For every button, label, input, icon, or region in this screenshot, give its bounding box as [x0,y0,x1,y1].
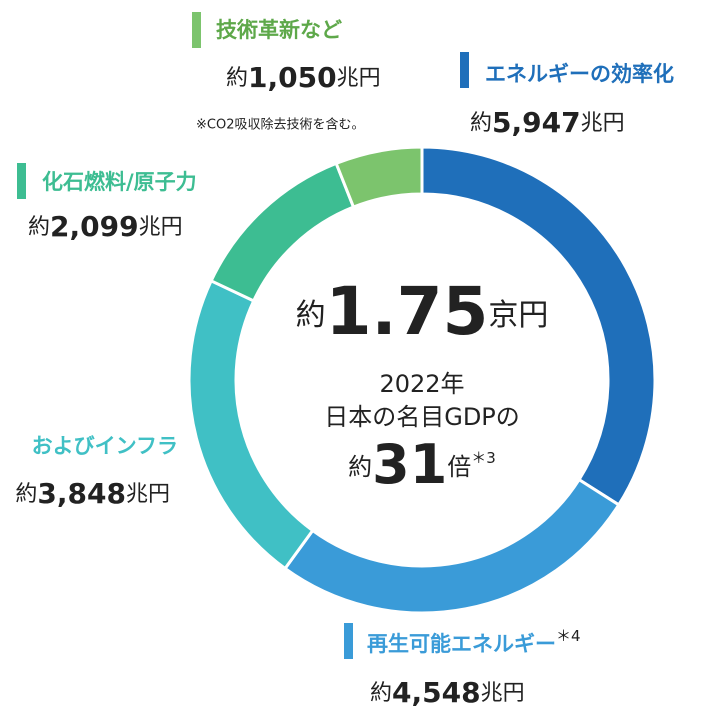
donut-segment [334,145,424,210]
value-label: 約3,848兆円 [15,477,170,510]
value-prefix: 約 [470,111,492,136]
value-unit: 兆円 [126,482,170,507]
label-bar [460,52,469,88]
value-unit: 兆円 [581,111,625,136]
ratio-value: 31 [372,433,447,496]
category-label: 技術革新など [216,18,342,42]
value-prefix: 約 [15,482,37,507]
value-label: 約5,947兆円 [470,106,625,139]
value-unit: 兆円 [337,66,381,91]
value: 1,050 [248,61,337,94]
ratio-prefix: 約 [348,453,372,481]
ratio-note: ＊3 [471,449,496,467]
category-label: およびインフラ [32,434,178,458]
donut-segment [420,145,657,507]
note: ※CO2吸収除去技術を含む。 [196,117,364,133]
category-name: 再生可能エネルギー [367,632,556,656]
value-prefix: 約 [370,681,392,706]
total-prefix: 約 [296,298,326,333]
footnote: ＊4 [556,627,581,645]
value-label: 約2,099兆円 [28,210,183,243]
gdp-line: 日本の名目GDPの [324,403,520,431]
year: 2022年 [379,370,464,398]
category-name: 技術革新など [216,18,342,42]
label-bar [192,12,201,48]
total: 約1.75京円 [296,273,549,350]
category-label: 再生可能エネルギー＊4 [367,627,581,657]
category-name: 化石燃料/原子力 [42,170,197,194]
category-name: エネルギーの効率化 [485,62,674,86]
donut-segment [187,278,315,571]
value-prefix: 約 [226,66,248,91]
value-label: 約1,050兆円 [226,61,381,94]
value: 4,548 [392,676,481,709]
label-bar [344,623,353,659]
category-label: 化石燃料/原子力 [42,170,197,194]
value-unit: 兆円 [481,681,525,706]
category-name: およびインフラ [32,434,178,458]
ratio: 約31倍＊3 [348,433,496,496]
donut-segment [282,477,621,615]
total-unit: 京円 [488,298,548,333]
value-label: 約4,548兆円 [370,676,525,709]
value-prefix: 約 [28,215,50,240]
center-text: 約1.75京円 2022年 日本の名目GDPの 約31倍＊3 [296,273,549,496]
ratio-unit: 倍 [447,453,471,481]
total-value: 1.75 [326,273,489,350]
value: 5,947 [492,106,581,139]
value: 2,099 [50,210,139,243]
value-unit: 兆円 [139,215,183,240]
value: 3,848 [37,477,126,510]
category-label: エネルギーの効率化 [485,62,674,86]
label-bar [17,163,26,199]
